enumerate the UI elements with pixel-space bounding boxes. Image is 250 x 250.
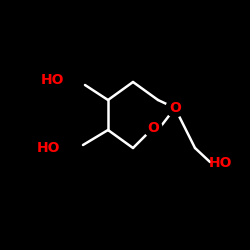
Text: O: O	[147, 121, 159, 135]
Text: HO: HO	[36, 141, 60, 155]
Circle shape	[166, 99, 184, 117]
Text: O: O	[169, 101, 181, 115]
Circle shape	[144, 119, 162, 137]
Text: HO: HO	[40, 73, 64, 87]
Text: HO: HO	[208, 156, 232, 170]
